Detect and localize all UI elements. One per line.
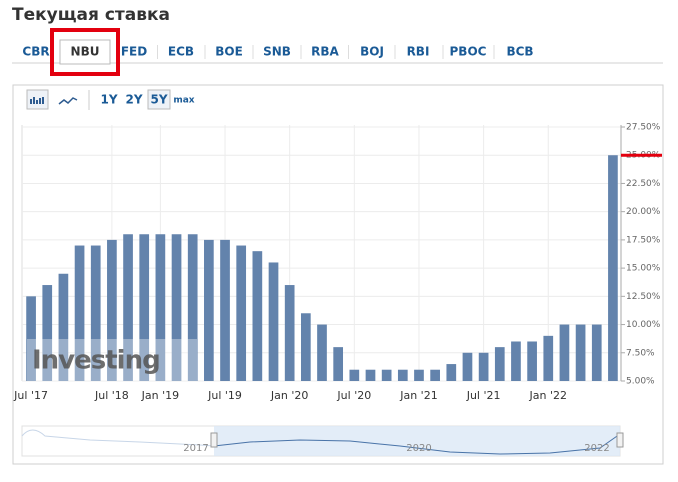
y-tick-label: 20.00% [626,207,661,217]
bar [591,324,602,381]
navigator-handle[interactable] [616,432,624,448]
tab[interactable]: BOE [215,45,243,59]
bar [365,369,376,381]
chart-frame [12,84,664,465]
y-tick-label: 22.50% [626,179,661,189]
bar [527,341,537,381]
bar [543,335,554,381]
bar [26,296,36,381]
y-tick-label: 17.50% [626,235,661,245]
x-tick-label: Jul '20 [336,389,371,402]
bar [284,285,295,381]
bar [187,234,198,381]
bar [139,234,150,381]
page-title: Текущая ставка [12,5,170,25]
bar [155,234,166,381]
range-button[interactable]: 2Y [125,93,142,107]
x-tick-label: Jul '19 [207,389,242,402]
y-tick-label: 27.50% [626,123,661,133]
navigator-label: 2017 [183,443,208,454]
bar [430,369,440,381]
bar [559,324,570,381]
navigator-label: 2022 [584,443,609,454]
highlight-box [50,28,120,76]
range-button[interactable]: 5Y [150,93,167,107]
bar [494,347,505,381]
bar [478,352,489,381]
tab[interactable]: RBI [407,45,430,59]
bar [123,234,133,381]
watermark-bg [27,339,197,381]
bar [333,347,344,381]
bar [252,251,263,381]
tab[interactable]: NBU [71,45,100,59]
x-tick-label: Jan '21 [399,389,437,402]
selected-range [147,89,171,110]
bar [414,369,424,381]
bar [220,239,230,381]
bar [317,324,327,381]
range-button[interactable]: max [173,96,194,106]
bar [608,155,618,381]
y-tick-label: 15.00% [626,264,661,274]
bar [236,245,247,381]
y-tick-label: 10.00% [626,320,661,330]
bar [107,239,117,381]
y-tick-label: 12.50% [626,292,661,302]
tab[interactable]: SNB [263,45,291,59]
x-tick-label: Jul '21 [466,389,501,402]
tab[interactable]: BCB [506,45,533,59]
bar [462,352,473,381]
line-chart-icon[interactable] [58,97,78,105]
tab[interactable]: RBA [311,45,339,59]
selected-tab [59,39,111,65]
bar [74,245,85,381]
y-tick-label: 7.50% [626,348,655,358]
x-tick-label: Jul '17 [13,389,48,402]
watermark: Investing [32,346,160,376]
bar [171,234,182,381]
bar [381,369,392,381]
bar-chart-icon[interactable] [26,89,49,110]
bar [397,369,408,381]
tab[interactable]: PBOC [450,45,487,59]
bar [90,245,101,381]
x-tick-label: Jan '19 [141,389,179,402]
bar [575,324,586,381]
navigator-handle[interactable] [210,432,218,448]
range-button[interactable]: 1Y [100,93,117,107]
bar [268,262,279,381]
bar [511,341,521,381]
tab[interactable]: BOJ [360,45,384,59]
x-tick-label: Jan '20 [270,389,308,402]
tab[interactable]: FED [121,45,147,59]
x-tick-label: Jul '18 [94,389,129,402]
y-tick-label: 5.00% [626,377,655,387]
bar [58,273,69,381]
bar [300,313,311,381]
bar [204,239,214,381]
bar [42,285,53,381]
tab[interactable]: ECB [168,45,194,59]
tab[interactable]: CBR [22,45,49,59]
bar [446,364,457,381]
navigator-series [213,433,621,455]
navigator-label: 2020 [406,443,431,454]
bar-icon-glyph [30,97,44,104]
x-tick-label: Jan '22 [529,389,567,402]
bar [349,369,360,381]
